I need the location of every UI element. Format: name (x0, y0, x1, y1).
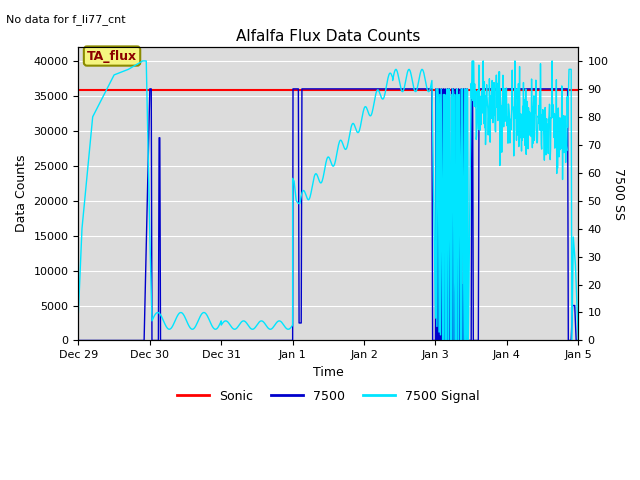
Text: TA_flux: TA_flux (87, 49, 137, 62)
Y-axis label: 7500 SS: 7500 SS (612, 168, 625, 220)
Text: No data for f_li77_cnt: No data for f_li77_cnt (6, 14, 126, 25)
Title: Alfalfa Flux Data Counts: Alfalfa Flux Data Counts (236, 29, 420, 44)
X-axis label: Time: Time (313, 366, 344, 379)
Y-axis label: Data Counts: Data Counts (15, 155, 28, 232)
Legend: Sonic, 7500, 7500 Signal: Sonic, 7500, 7500 Signal (172, 384, 484, 408)
